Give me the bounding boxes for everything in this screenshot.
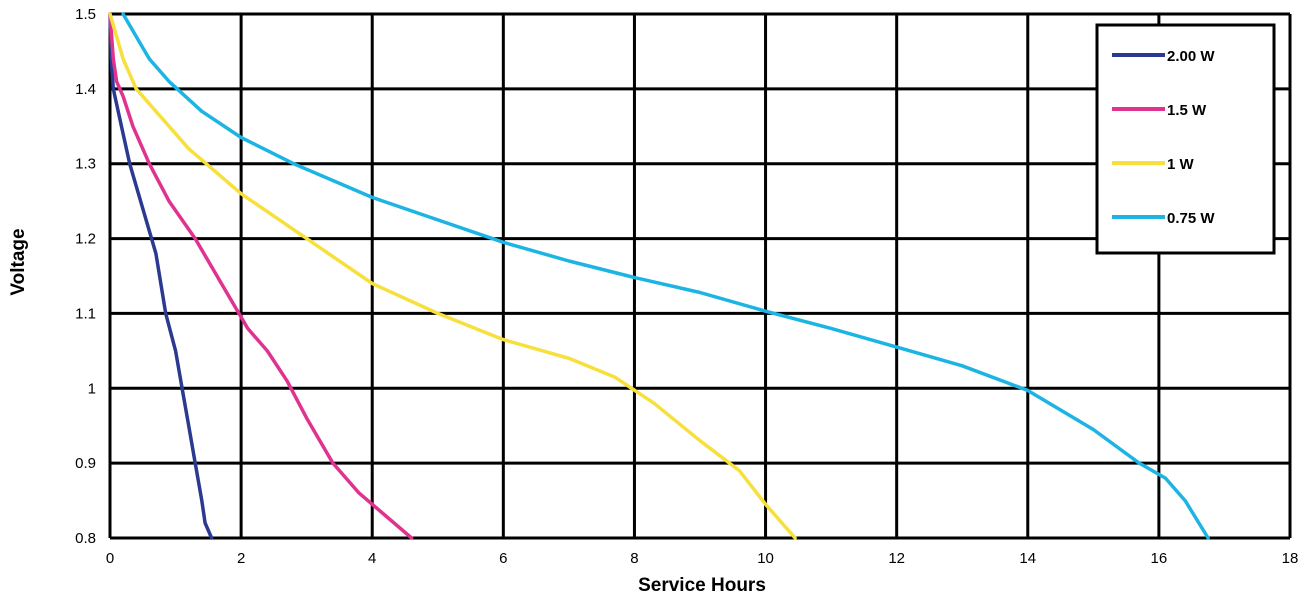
y-tick-label: 1 [88, 380, 96, 397]
x-tick-label: 8 [630, 550, 638, 567]
legend-label: 2.00 W [1167, 48, 1215, 65]
x-axis-title: Service Hours [638, 575, 766, 596]
x-tick-label: 2 [237, 550, 245, 567]
series-line-0 [108, 12, 214, 540]
x-tick-label: 14 [1019, 550, 1036, 567]
grid-lines [108, 12, 1292, 540]
y-tick-label: 1.5 [75, 6, 96, 23]
legend: 2.00 W 1.5 W 1 W 0.75 W [1095, 23, 1276, 255]
x-tick-label: 12 [888, 550, 905, 567]
legend-label: 1 W [1167, 156, 1195, 173]
y-tick-label: 1.1 [75, 305, 96, 322]
series-line-1 [108, 12, 414, 540]
x-tick-label: 18 [1282, 550, 1299, 567]
x-tick-label: 0 [106, 550, 114, 567]
series-line-3 [121, 12, 1210, 540]
legend-label: 1.5 W [1167, 102, 1207, 119]
tick-labels: 0 2 4 6 8 10 12 14 16 18 0.8 0.9 1 1.1 1.2 1.3 1.4 1.5 [75, 6, 1298, 567]
y-tick-label: 1.2 [75, 231, 96, 248]
y-tick-label: 1.3 [75, 156, 96, 173]
y-tick-label: 0.8 [75, 530, 96, 547]
series-line-2 [108, 12, 797, 540]
legend-label: 0.75 W [1167, 210, 1215, 227]
x-tick-label: 10 [757, 550, 774, 567]
x-tick-label: 16 [1151, 550, 1168, 567]
x-tick-label: 4 [368, 550, 376, 567]
y-tick-label: 0.9 [75, 455, 96, 472]
series-lines [108, 12, 1210, 540]
y-axis-title: Voltage [8, 228, 29, 295]
y-tick-label: 1.4 [75, 81, 96, 98]
x-tick-label: 6 [499, 550, 507, 567]
